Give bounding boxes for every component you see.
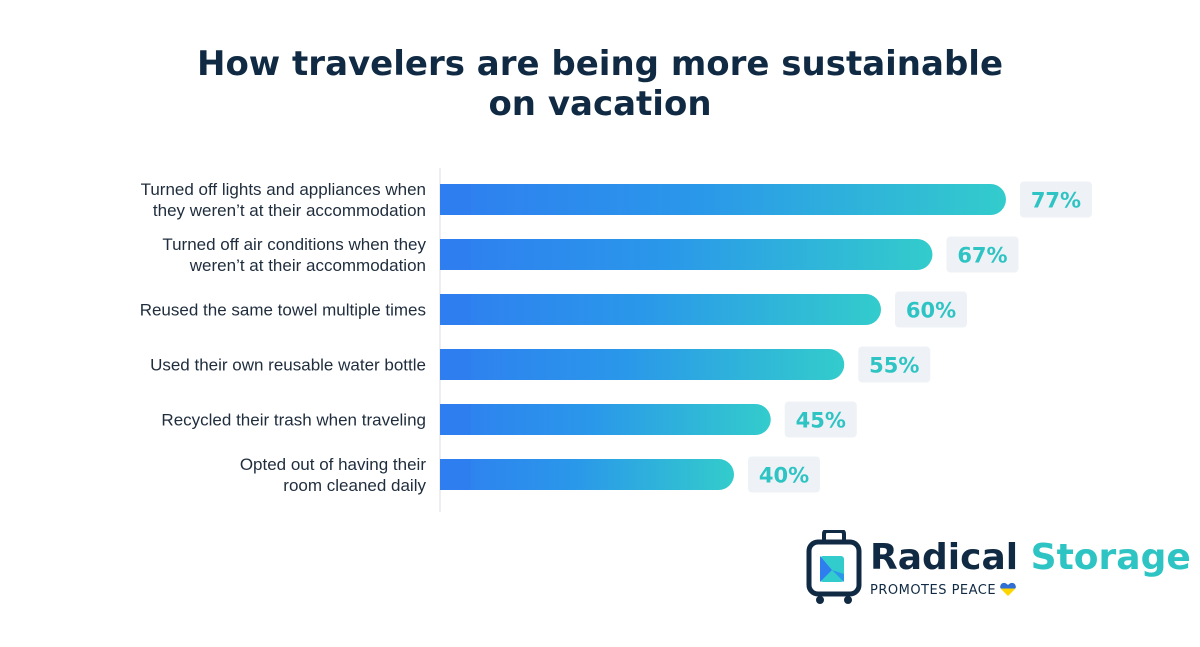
bar-0 <box>440 184 1006 215</box>
bar-2 <box>440 294 881 325</box>
category-label-0-line-1: they weren’t at their accommodation <box>153 201 426 220</box>
bar-1 <box>440 239 933 270</box>
category-label-2-line-0: Reused the same towel multiple times <box>140 301 426 320</box>
bar-2-start <box>440 294 471 325</box>
category-label-0-line-0: Turned off lights and appliances when <box>141 180 426 199</box>
value-label-2: 60% <box>906 299 956 323</box>
heart-icon <box>1000 582 1016 596</box>
brand-tagline: PROMOTES PEACE <box>870 582 1016 598</box>
chart-title: How travelers are being more sustainable… <box>0 44 1200 124</box>
brand-name-part2: Storage <box>1030 537 1191 578</box>
brand-logo: Radical Storage PROMOTES PEACE <box>806 530 1191 610</box>
category-label-1-line-1: weren’t at their accommodation <box>189 256 426 275</box>
value-label-3: 55% <box>869 354 919 378</box>
value-label-5: 40% <box>759 464 809 488</box>
value-label-1: 67% <box>957 244 1007 268</box>
category-label-4: Recycled their trash when traveling <box>161 411 426 430</box>
category-label-5-line-1: room cleaned daily <box>283 476 426 495</box>
bar-3-start <box>440 349 471 380</box>
category-label-1: Turned off air conditions when they weren… <box>162 235 426 275</box>
category-label-3-line-0: Used their own reusable water bottle <box>150 356 426 375</box>
title-line-1: How travelers are being more sustainable <box>196 44 1004 84</box>
title-line-2: on vacation <box>488 84 712 124</box>
tagline-text: PROMOTES PEACE <box>870 583 997 598</box>
bar-3 <box>440 349 845 380</box>
category-label-5: Opted out of having their room cleaned da… <box>240 455 427 495</box>
bar-0-start <box>440 184 471 215</box>
category-label-0: Turned off lights and appliances when the… <box>141 180 426 220</box>
value-label-box-5 <box>748 456 820 493</box>
value-label-box-2 <box>895 291 967 328</box>
bar-4-start <box>440 404 471 435</box>
category-label-4-line-0: Recycled their trash when traveling <box>161 411 426 430</box>
bar-1-start <box>440 239 471 270</box>
luggage-icon <box>806 530 862 604</box>
value-label-box-4 <box>784 401 857 438</box>
brand-name: Radical Storage <box>870 538 1191 578</box>
category-label-5-line-0: Opted out of having their <box>240 455 427 474</box>
value-label-box-0 <box>1019 181 1092 218</box>
bar-4 <box>440 404 771 435</box>
category-label-2: Reused the same towel multiple times <box>140 301 426 320</box>
category-label-1-line-0: Turned off air conditions when they <box>162 235 426 254</box>
bar-5-start <box>440 459 471 490</box>
category-label-3: Used their own reusable water bottle <box>150 356 426 375</box>
value-label-0: 77% <box>1031 189 1081 213</box>
value-label-box-3 <box>858 346 931 383</box>
bar-5 <box>440 459 734 490</box>
value-label-4: 45% <box>796 409 846 433</box>
value-label-box-1 <box>946 236 1019 273</box>
brand-name-part1: Radical <box>870 537 1019 578</box>
